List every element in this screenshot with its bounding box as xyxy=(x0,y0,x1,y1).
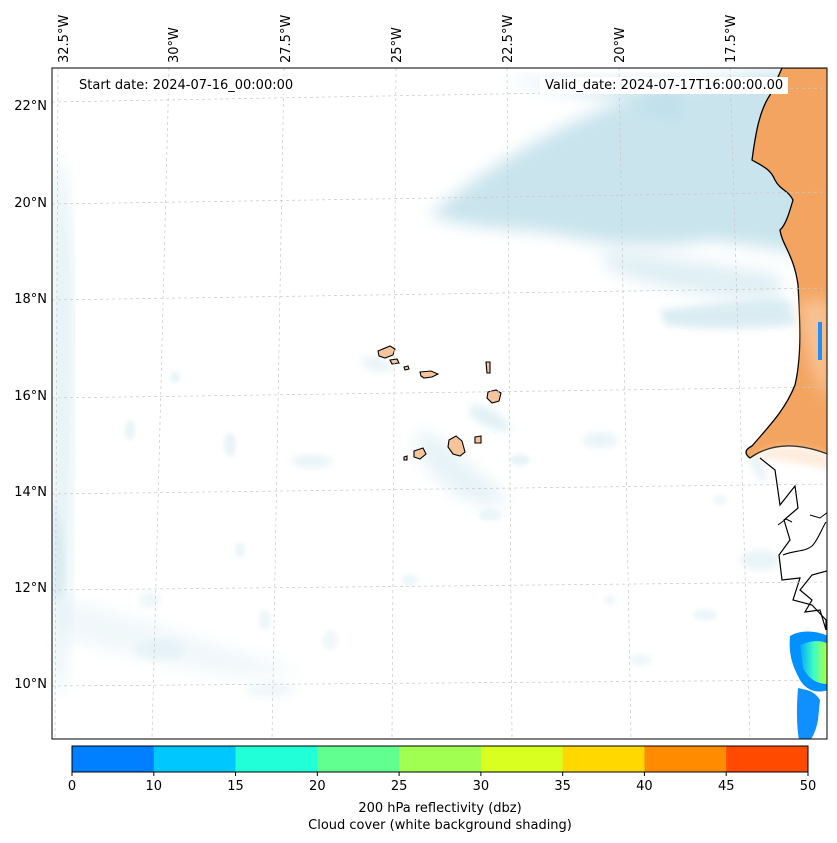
lat-label: 22°N xyxy=(14,99,47,114)
colorbar-segments xyxy=(72,746,809,772)
lat-label: 20°N xyxy=(14,196,47,211)
longitude-labels: 32.5°W 30°W 27.5°W 25°W 22.5°W 20°W 17.5… xyxy=(57,15,739,63)
lat-label: 10°N xyxy=(14,677,47,692)
colorbar: 0 10 15 20 25 30 35 40 45 50 xyxy=(68,745,816,794)
lat-label: 12°N xyxy=(14,581,47,596)
colorbar-tick-label: 25 xyxy=(391,779,408,794)
start-date-label: Start date: 2024-07-16_00:00:00 xyxy=(74,77,299,94)
colorbar-subtitle: Cloud cover (white background shading) xyxy=(308,818,572,833)
lon-label: 20°W xyxy=(613,27,628,63)
lon-label: 30°W xyxy=(167,27,182,63)
colorbar-segment xyxy=(72,746,155,772)
lon-label: 32.5°W xyxy=(57,15,72,63)
colorbar-tick-label: 10 xyxy=(146,779,163,794)
latitude-labels: 22°N 20°N 18°N 16°N 14°N 12°N 10°N xyxy=(14,99,47,692)
lat-label: 18°N xyxy=(14,292,47,307)
map-frame xyxy=(51,67,828,740)
lat-label: 16°N xyxy=(14,389,47,404)
map-area xyxy=(52,68,827,739)
colorbar-tick-label: 45 xyxy=(718,779,735,794)
colorbar-tick-label: 15 xyxy=(227,779,244,794)
cape-verde-islands xyxy=(377,345,502,461)
colorbar-tick-label: 35 xyxy=(554,779,571,794)
africa-mainland xyxy=(745,68,827,631)
lon-label: 25°W xyxy=(390,27,405,63)
reflectivity-echoes xyxy=(715,631,827,739)
colorbar-tick-label: 50 xyxy=(800,779,817,794)
colorbar-tick-label: 0 xyxy=(68,779,76,794)
colorbar-segment xyxy=(317,746,400,772)
colorbar-segment xyxy=(153,746,237,772)
lon-label: 27.5°W xyxy=(279,15,294,63)
colorbar-frame xyxy=(71,745,809,773)
valid-date-label: Valid_date: 2024-07-17T16:00:00.00 xyxy=(540,77,789,94)
colorbar-tick-label: 20 xyxy=(309,779,326,794)
colorbar-tick-label: 40 xyxy=(636,779,653,794)
colorbar-ticks: 0 10 15 20 25 30 35 40 45 50 xyxy=(68,772,816,794)
colorbar-segment xyxy=(644,746,727,772)
colorbar-segment xyxy=(480,746,564,772)
colorbar-tick-label: 30 xyxy=(473,779,490,794)
colorbar-segment xyxy=(399,746,482,772)
lat-label: 14°N xyxy=(14,485,47,500)
colorbar-segment xyxy=(235,746,318,772)
lon-label: 17.5°W xyxy=(724,15,739,63)
graticule xyxy=(52,68,827,739)
colorbar-title: 200 hPa reflectivity (dbz) xyxy=(358,801,522,816)
lon-label: 22.5°W xyxy=(501,15,516,63)
colorbar-segment xyxy=(726,746,809,772)
colorbar-segment xyxy=(562,746,645,772)
cloud-cover-shading xyxy=(52,70,827,700)
